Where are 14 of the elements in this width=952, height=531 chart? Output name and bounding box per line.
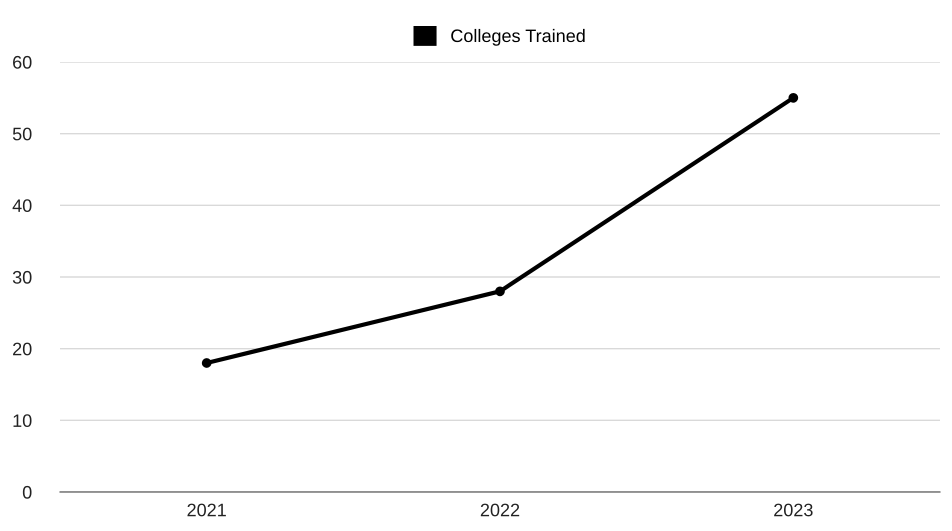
y-tick-label: 0 — [22, 486, 32, 499]
y-tick-label: 40 — [12, 199, 32, 212]
x-tick-label: 2022 — [480, 504, 520, 516]
x-tick-label: 2023 — [774, 504, 813, 516]
y-tick-label: 10 — [14, 414, 32, 428]
x-tick-label: 2021 — [187, 504, 226, 516]
y-tick-label: 20 — [13, 342, 32, 356]
point — [788, 92, 798, 103]
y-tick-label: 30 — [12, 270, 32, 284]
y-tick-label: 60 — [13, 56, 32, 69]
point — [202, 358, 212, 368]
point — [495, 286, 505, 296]
y-tick-label: 50 — [12, 128, 32, 140]
legend-label: Colleges Trained — [451, 28, 585, 46]
